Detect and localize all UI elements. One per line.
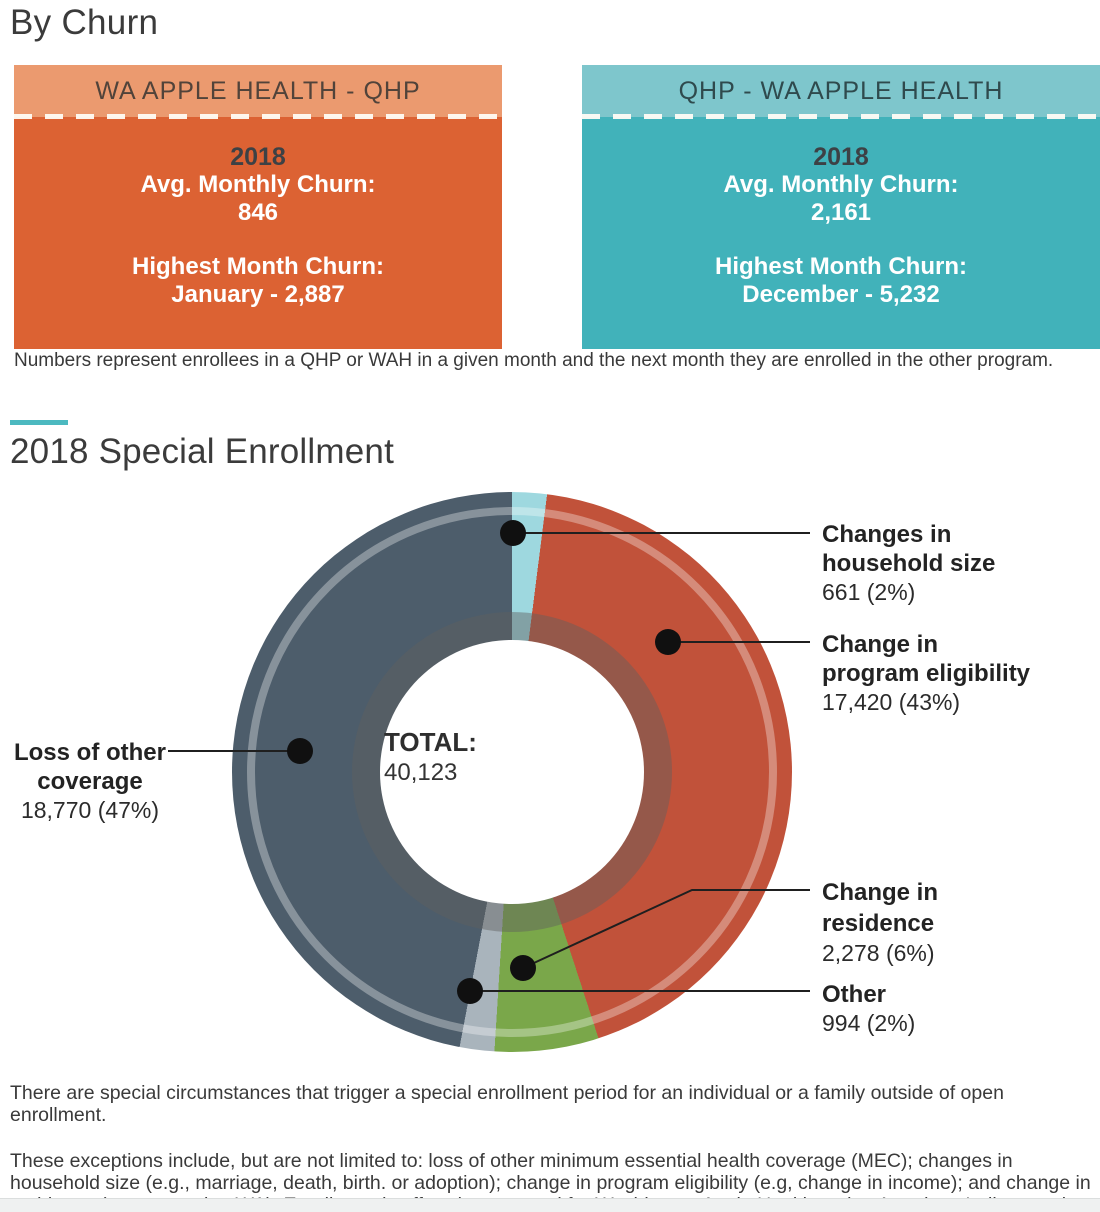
section-title: 2018 Special Enrollment bbox=[10, 432, 394, 471]
avg-churn-value: 846 bbox=[237, 199, 279, 226]
accent-bar bbox=[10, 420, 68, 425]
donut-hole bbox=[380, 640, 644, 904]
spacer bbox=[14, 227, 502, 253]
highest-churn-label: Highest Month Churn: bbox=[132, 253, 384, 280]
callout-label: Changes in household size bbox=[822, 521, 996, 577]
churn-card-header: QHP - WA APPLE HEALTH bbox=[582, 65, 1100, 117]
callout-other: Other 994 (2%) bbox=[822, 980, 915, 1038]
callout-loss-of-coverage: Loss of other coverage 18,770 (47%) bbox=[6, 738, 174, 825]
callout-label: Loss of other coverage bbox=[13, 739, 166, 795]
churn-note: Numbers represent enrollees in a QHP or … bbox=[14, 350, 1054, 371]
callout-value: 994 (2%) bbox=[822, 1010, 916, 1036]
callout-eligibility: Change in program eligibility 17,420 (43… bbox=[822, 630, 1030, 717]
avg-churn-label: Avg. Monthly Churn: bbox=[723, 171, 959, 198]
callout-label: Other bbox=[822, 981, 887, 1008]
callout-value: 17,420 (43%) bbox=[822, 689, 961, 715]
highest-churn-label: Highest Month Churn: bbox=[715, 253, 967, 280]
footer-text: There are special circumstances that tri… bbox=[10, 1082, 1100, 1212]
callout-value: 18,770 (47%) bbox=[20, 797, 160, 823]
highest-churn-value: December - 5,232 bbox=[742, 281, 940, 308]
footer-paragraph-1: There are special circumstances that tri… bbox=[10, 1082, 1004, 1126]
special-enrollment-donut-chart: TOTAL: 40,123 Changes in household size … bbox=[0, 470, 1100, 1070]
special-enrollment-section-head: 2018 Special Enrollment bbox=[10, 420, 394, 472]
churn-card-header: WA APPLE HEALTH - QHP bbox=[14, 65, 502, 117]
avg-churn-label: Avg. Monthly Churn: bbox=[140, 171, 376, 198]
callout-value: 661 (2%) bbox=[822, 579, 916, 605]
churn-card-qhp-to-wah: QHP - WA APPLE HEALTH 2018 Avg. Monthly … bbox=[582, 65, 1100, 349]
bottom-page-edge bbox=[0, 1198, 1100, 1212]
churn-year: 2018 bbox=[813, 143, 869, 171]
churn-card-wah-to-qhp: WA APPLE HEALTH - QHP 2018 Avg. Monthly … bbox=[14, 65, 502, 349]
avg-churn-value: 2,161 bbox=[810, 199, 872, 226]
dashed-divider bbox=[14, 114, 502, 119]
donut-total: TOTAL: 40,123 bbox=[384, 726, 477, 788]
callout-household: Changes in household size 661 (2%) bbox=[822, 520, 995, 607]
donut-inner-arc-accent bbox=[247, 507, 777, 1037]
churn-year: 2018 bbox=[230, 143, 286, 171]
total-label: TOTAL: bbox=[384, 727, 477, 757]
dashed-divider bbox=[582, 114, 1100, 119]
callout-label: Change in residence bbox=[822, 879, 939, 937]
highest-churn-value: January - 2,887 bbox=[171, 281, 345, 308]
callout-value: 2,278 (6%) bbox=[822, 940, 935, 966]
spacer bbox=[582, 227, 1100, 253]
total-value: 40,123 bbox=[384, 759, 458, 786]
churn-card-body: 2018 Avg. Monthly Churn: 846 Highest Mon… bbox=[14, 114, 502, 349]
churn-card-body: 2018 Avg. Monthly Churn: 2,161 Highest M… bbox=[582, 114, 1100, 349]
callout-label: Change in program eligibility bbox=[822, 631, 1031, 687]
page-title: By Churn bbox=[10, 3, 159, 42]
callout-residence: Change in residence 2,278 (6%) bbox=[822, 877, 938, 968]
churn-cards: WA APPLE HEALTH - QHP 2018 Avg. Monthly … bbox=[14, 65, 1100, 349]
